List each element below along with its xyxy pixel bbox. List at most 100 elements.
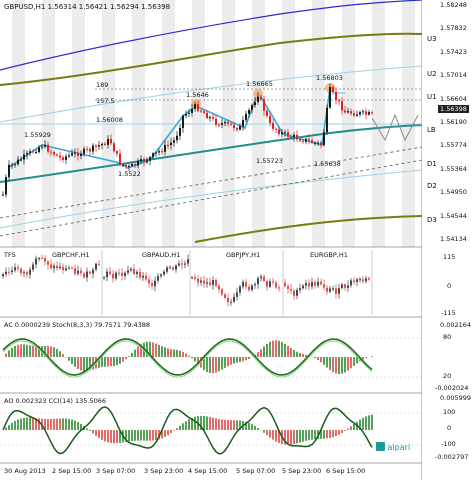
candle	[326, 105, 328, 135]
ao-bar	[110, 430, 112, 443]
level-u1: U1	[427, 93, 437, 101]
ac-bar	[11, 348, 13, 357]
ac-bar	[80, 357, 82, 370]
annot-189: 189	[96, 81, 108, 89]
price-tick: 1.54950	[440, 188, 467, 196]
price-tick: 1.56190	[440, 118, 467, 126]
ao-bar	[140, 430, 142, 441]
ac-bar	[68, 357, 70, 361]
ao-bar	[290, 430, 292, 445]
ac-bar	[53, 347, 55, 357]
brand-text: alpari	[388, 443, 411, 452]
price-tick: 1.57832	[440, 24, 467, 32]
ac-bar	[116, 357, 118, 365]
ac-bar	[77, 357, 79, 369]
ao-axis-100: 100	[443, 408, 455, 416]
ac-bar	[233, 357, 235, 364]
time-tick: 5 Sep 23:00	[282, 467, 321, 475]
ao-bar	[101, 430, 103, 440]
ac-bar	[284, 344, 286, 357]
ac-bar	[158, 345, 160, 357]
ac-bar	[224, 357, 226, 368]
ao-bar	[221, 419, 223, 430]
annot-1-56665: 1.56665	[246, 80, 273, 88]
candle	[329, 84, 331, 109]
ac-bar	[113, 357, 115, 366]
ac-bar	[122, 357, 124, 362]
ac-bar	[206, 357, 208, 372]
ao-bar	[182, 423, 184, 430]
ao-bar	[56, 419, 58, 430]
ac-bar	[167, 348, 169, 357]
price-tick: 1.57014	[440, 71, 467, 79]
ao-bar	[59, 418, 61, 430]
ac-bar	[107, 357, 109, 367]
ac-bar	[248, 357, 250, 359]
ac-bar	[272, 341, 274, 357]
ac-bar	[293, 350, 295, 357]
ao-bar	[353, 424, 355, 430]
ao-bar	[188, 419, 190, 430]
level-d3: D3	[427, 216, 437, 224]
ac-bar	[83, 357, 85, 371]
level-lb: LB	[427, 126, 436, 134]
ac-bar	[56, 349, 58, 357]
ac-bar	[101, 357, 103, 367]
ac-bar	[329, 357, 331, 370]
ac-bar	[344, 357, 346, 372]
ao-bar	[269, 430, 271, 438]
ac-bar	[155, 344, 157, 357]
price-tick: 1.55364	[440, 165, 467, 173]
ao-bar	[254, 426, 256, 430]
annot-1-56008: 1.56008	[96, 116, 123, 124]
ao-bar	[179, 426, 181, 430]
ao-bar	[98, 430, 100, 438]
tfs-axis-mid: 0	[447, 282, 451, 290]
ao-bar	[248, 423, 250, 430]
ao-bar	[227, 420, 229, 430]
ac-axis-top: 0.002164	[440, 321, 471, 329]
ao-bar	[20, 419, 22, 430]
time-tick: 3 Sep 23:00	[144, 467, 183, 475]
time-tick: 6 Sep 15:00	[326, 467, 365, 475]
ac-bar	[26, 345, 28, 357]
ac-bar	[110, 357, 112, 366]
ac-bar	[194, 357, 196, 361]
ac-bar	[59, 351, 61, 357]
level-u3: U3	[427, 35, 437, 43]
ac-bar	[317, 357, 319, 360]
ac-bar	[176, 350, 178, 357]
ac-bar	[332, 357, 334, 372]
ao-axis-bottom: -0.002797	[435, 453, 468, 461]
annot-1-5522: 1.5522	[118, 170, 141, 178]
ac-bar	[218, 357, 220, 371]
ao-bar	[332, 430, 334, 437]
ac-bar	[191, 357, 193, 358]
ac-bar	[215, 357, 217, 373]
ao-bar	[128, 430, 130, 441]
ac-bar	[62, 354, 64, 357]
ac-bar	[179, 351, 181, 357]
ao-bar	[14, 421, 16, 430]
ac-bar	[170, 349, 172, 357]
time-tick: 30 Aug 2013	[4, 467, 46, 475]
ao-bar	[251, 424, 253, 430]
ao-bar	[89, 430, 91, 431]
ac-axis-bottom: -0.002024	[435, 384, 468, 392]
time-tick: 4 Sep 15:00	[188, 467, 227, 475]
ac-bar	[335, 357, 337, 373]
ac-bar	[275, 340, 277, 357]
ac-bar	[281, 342, 283, 357]
ac-bar	[152, 342, 154, 357]
level-u2: U2	[427, 70, 437, 78]
ao-bar	[218, 419, 220, 430]
ac-bar	[104, 357, 106, 367]
ohlc-label: 1.56314 1.56421 1.56294 1.56398	[48, 3, 170, 11]
ao-bar	[47, 419, 49, 430]
ao-bar	[62, 418, 64, 430]
ao-bar	[53, 419, 55, 430]
ao-bar	[344, 430, 346, 431]
ao-bar	[68, 419, 70, 430]
ac-bar	[326, 357, 328, 368]
ao-bar	[137, 430, 139, 441]
